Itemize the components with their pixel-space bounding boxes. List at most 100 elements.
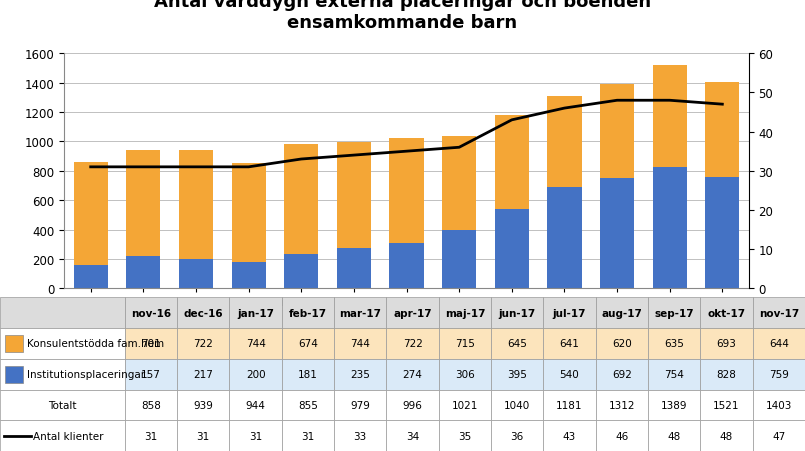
- Bar: [543, 298, 596, 328]
- Text: nov-17: nov-17: [758, 308, 799, 318]
- Bar: [179, 150, 213, 259]
- Text: 48: 48: [667, 431, 681, 441]
- Text: 217: 217: [193, 369, 213, 379]
- Text: 1389: 1389: [661, 400, 687, 410]
- Text: Institutionsplaceringar: Institutionsplaceringar: [27, 369, 145, 379]
- Bar: [177, 298, 229, 328]
- Text: 1312: 1312: [609, 400, 635, 410]
- Bar: [5, 335, 23, 352]
- Bar: [229, 420, 282, 451]
- Bar: [543, 390, 596, 420]
- Bar: [390, 244, 423, 289]
- Bar: [547, 97, 581, 187]
- Bar: [439, 328, 491, 359]
- Text: Antal vårddygn externa placeringar och boenden
ensamkommande barn: Antal vårddygn externa placeringar och b…: [154, 0, 651, 32]
- Text: 235: 235: [350, 369, 370, 379]
- Bar: [439, 298, 491, 328]
- Bar: [125, 328, 177, 359]
- Bar: [653, 66, 687, 167]
- Bar: [648, 359, 700, 390]
- Bar: [0, 390, 125, 420]
- Text: aug-17: aug-17: [601, 308, 642, 318]
- Bar: [495, 115, 529, 209]
- Bar: [334, 359, 386, 390]
- Bar: [282, 298, 334, 328]
- Bar: [229, 298, 282, 328]
- Text: 979: 979: [350, 400, 370, 410]
- Bar: [543, 328, 596, 359]
- Bar: [547, 187, 581, 289]
- Text: jul-17: jul-17: [553, 308, 586, 318]
- Text: 644: 644: [769, 339, 789, 349]
- Bar: [73, 266, 108, 289]
- Bar: [386, 328, 439, 359]
- Bar: [753, 359, 805, 390]
- Bar: [126, 151, 160, 257]
- Bar: [0, 359, 125, 390]
- Text: 858: 858: [141, 400, 161, 410]
- Text: 34: 34: [406, 431, 419, 441]
- Bar: [753, 390, 805, 420]
- Bar: [386, 298, 439, 328]
- Text: dec-16: dec-16: [184, 308, 223, 318]
- Bar: [648, 390, 700, 420]
- Text: 540: 540: [559, 369, 580, 379]
- Text: maj-17: maj-17: [444, 308, 485, 318]
- Bar: [125, 390, 177, 420]
- Bar: [491, 359, 543, 390]
- Bar: [491, 390, 543, 420]
- Bar: [334, 390, 386, 420]
- Text: 701: 701: [141, 339, 161, 349]
- Bar: [386, 390, 439, 420]
- Bar: [439, 390, 491, 420]
- Text: 35: 35: [458, 431, 472, 441]
- Bar: [177, 359, 229, 390]
- Bar: [390, 139, 423, 244]
- Bar: [596, 390, 648, 420]
- Text: Antal klienter: Antal klienter: [33, 431, 104, 441]
- Bar: [0, 420, 125, 451]
- Bar: [596, 420, 648, 451]
- Text: 47: 47: [772, 431, 786, 441]
- Bar: [700, 390, 753, 420]
- Bar: [600, 85, 634, 178]
- Bar: [648, 420, 700, 451]
- Bar: [648, 298, 700, 328]
- Bar: [336, 249, 371, 289]
- Text: 43: 43: [563, 431, 576, 441]
- Text: 274: 274: [402, 369, 423, 379]
- Text: 645: 645: [507, 339, 527, 349]
- Bar: [442, 231, 477, 289]
- Bar: [282, 420, 334, 451]
- Bar: [282, 359, 334, 390]
- Bar: [73, 163, 108, 266]
- Bar: [653, 167, 687, 289]
- Bar: [700, 328, 753, 359]
- Bar: [126, 257, 160, 289]
- Bar: [284, 254, 318, 289]
- Text: okt-17: okt-17: [708, 308, 745, 318]
- Text: 759: 759: [769, 369, 789, 379]
- Bar: [386, 420, 439, 451]
- Bar: [596, 328, 648, 359]
- Bar: [336, 143, 371, 249]
- Bar: [334, 420, 386, 451]
- Bar: [282, 328, 334, 359]
- Text: 692: 692: [612, 369, 632, 379]
- Bar: [125, 420, 177, 451]
- Text: 754: 754: [664, 369, 684, 379]
- Text: jun-17: jun-17: [498, 308, 536, 318]
- Bar: [700, 420, 753, 451]
- Text: nov-16: nov-16: [131, 308, 171, 318]
- Bar: [0, 298, 125, 328]
- Text: Totalt: Totalt: [48, 400, 76, 410]
- Bar: [705, 83, 740, 177]
- Bar: [0, 328, 125, 359]
- Text: 1181: 1181: [556, 400, 583, 410]
- Bar: [439, 420, 491, 451]
- Text: 744: 744: [350, 339, 370, 349]
- Text: 1403: 1403: [766, 400, 792, 410]
- Bar: [334, 298, 386, 328]
- Bar: [179, 259, 213, 289]
- Text: apr-17: apr-17: [394, 308, 431, 318]
